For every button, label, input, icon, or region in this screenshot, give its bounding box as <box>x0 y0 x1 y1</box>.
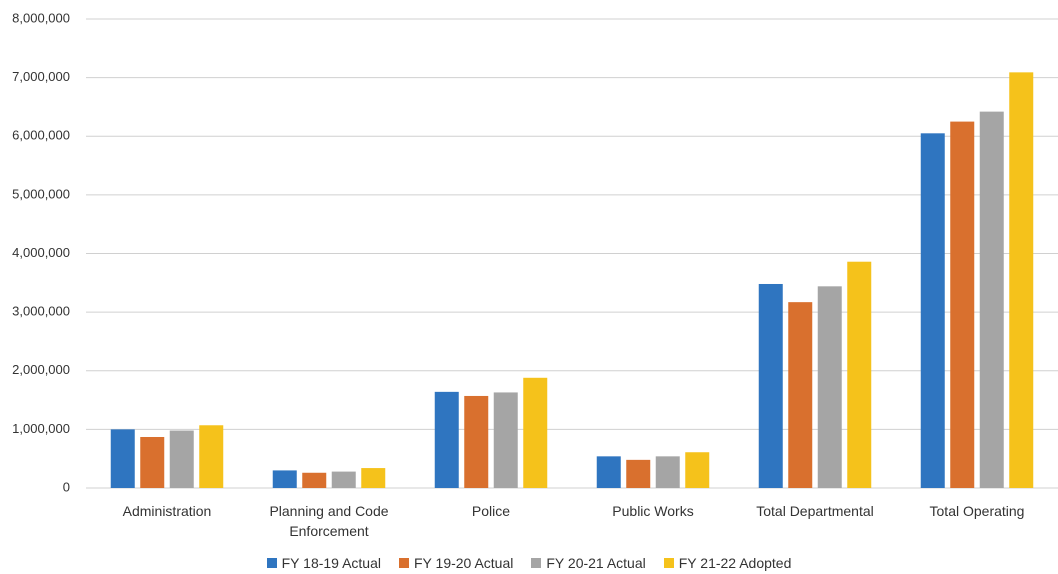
x-tick-label: Planning and Code Enforcement <box>269 503 389 539</box>
legend-item: FY 19-20 Actual <box>399 555 513 571</box>
x-tick-label: Total Departmental <box>756 503 874 519</box>
legend-swatch <box>399 558 409 568</box>
bar <box>523 377 548 488</box>
legend: FY 18-19 Actual FY 19-20 Actual FY 20-21 A… <box>0 555 1058 571</box>
bar <box>302 472 327 488</box>
bar <box>464 395 489 488</box>
legend-swatch <box>531 558 542 568</box>
bar <box>979 111 1004 488</box>
bar <box>655 456 680 488</box>
bar <box>920 133 945 488</box>
y-tick-label: 7,000,000 <box>12 69 70 84</box>
bar <box>817 286 842 488</box>
bar <box>361 468 386 488</box>
y-tick-label: 6,000,000 <box>12 128 70 143</box>
bar <box>331 471 356 488</box>
bar <box>1009 72 1034 488</box>
y-tick-label: 5,000,000 <box>12 186 70 201</box>
legend-label: FY 21-22 Adopted <box>678 555 792 571</box>
legend-swatch <box>663 558 674 568</box>
x-tick-label: Police <box>471 503 511 519</box>
bar <box>140 436 165 488</box>
bar <box>110 429 135 488</box>
bar <box>950 121 975 488</box>
legend-label: FY 18-19 Actual <box>281 555 381 571</box>
legend-item: FY 20-21 Actual <box>531 555 646 571</box>
legend-item: FY 21-22 Adopted <box>663 555 792 571</box>
y-tick-label: 1,000,000 <box>12 421 70 436</box>
bar <box>847 261 872 488</box>
bar <box>685 452 710 488</box>
bar <box>199 425 224 488</box>
legend-swatch <box>266 558 277 568</box>
bar <box>169 430 194 488</box>
bar <box>596 456 621 488</box>
bar <box>493 392 518 488</box>
bar <box>434 391 459 488</box>
y-tick-label: 4,000,000 <box>12 245 70 260</box>
bar <box>626 459 651 488</box>
bar <box>272 470 297 488</box>
y-tick-label: 3,000,000 <box>12 304 70 319</box>
bar <box>788 302 813 488</box>
legend-label: FY 19-20 Actual <box>414 555 514 571</box>
legend-item: FY 18-19 Actual <box>266 555 381 571</box>
x-tick-label: Public Works <box>612 503 694 519</box>
legend-label: FY 20-21 Actual <box>546 555 646 571</box>
bar <box>758 283 783 488</box>
x-tick-label: Total Operating <box>929 503 1025 519</box>
y-tick-label: 2,000,000 <box>12 362 70 377</box>
x-tick-label: Administration <box>122 503 212 519</box>
y-tick-label: 8,000,000 <box>12 10 70 25</box>
y-tick-label: 0 <box>63 479 70 494</box>
